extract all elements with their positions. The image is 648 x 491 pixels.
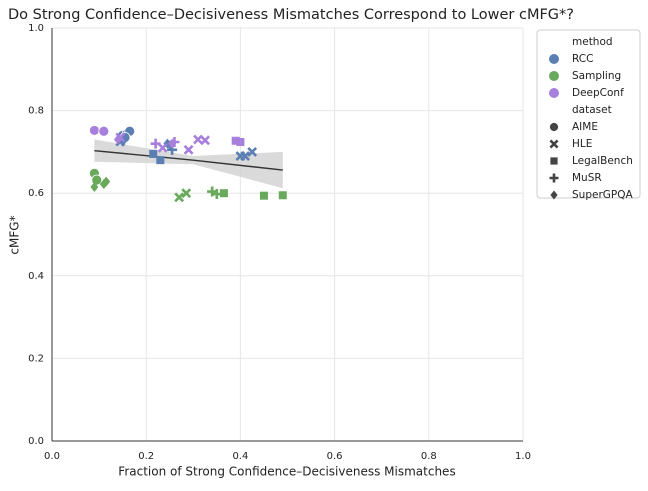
y-tick-label: 1.0 [28, 23, 44, 34]
legend-marker [549, 173, 559, 183]
point [174, 192, 185, 203]
point [247, 146, 258, 157]
point [90, 182, 99, 193]
legend-marker [549, 122, 559, 132]
legend-label: AIME [572, 121, 598, 133]
legend-title: method [572, 36, 613, 48]
point [259, 191, 268, 200]
point [99, 179, 108, 190]
point [240, 151, 251, 161]
point [88, 125, 100, 136]
x-tick-label: 0.6 [327, 451, 343, 462]
y-tick-label: 0.4 [28, 271, 44, 282]
point [200, 135, 210, 146]
legend-marker [549, 54, 559, 64]
point [183, 144, 194, 155]
point [150, 138, 161, 149]
point [211, 189, 222, 200]
point [278, 191, 287, 200]
legend-marker [549, 88, 559, 98]
point [219, 189, 228, 198]
x-tick-label: 0.2 [138, 451, 154, 462]
y-tick-label: 0.8 [28, 106, 44, 117]
legend-label: MuSR [572, 172, 602, 184]
legend-title: dataset [572, 104, 612, 116]
point [231, 136, 240, 145]
legend-label: SuperGPQA [572, 189, 633, 201]
chart-title: Do Strong Confidence–Decisiveness Mismat… [8, 7, 574, 23]
point [181, 188, 192, 199]
point [98, 125, 110, 137]
x-tick-label: 0.4 [232, 451, 248, 462]
trend-line [94, 149, 283, 171]
point [113, 134, 122, 145]
legend-label: LegalBench [572, 155, 633, 167]
legend-marker [549, 71, 559, 81]
legend-label: DeepConf [572, 87, 624, 99]
legend-label: Sampling [572, 70, 621, 82]
y-tick-label: 0.0 [28, 436, 44, 447]
y-axis-label: cMFG* [8, 215, 22, 254]
x-tick-label: 0.8 [421, 451, 437, 462]
legend-marker [550, 157, 558, 165]
point [236, 137, 245, 146]
point [149, 149, 158, 158]
y-tick-label: 0.2 [28, 353, 44, 364]
point [156, 156, 165, 165]
point [157, 142, 168, 153]
x-axis-label: Fraction of Strong Confidence–Decisivene… [118, 465, 455, 479]
legend-label: RCC [572, 53, 593, 65]
x-tick-label: 0.0 [44, 451, 60, 462]
legend-marker [549, 139, 559, 149]
legend-label: HLE [572, 138, 592, 150]
legend-box [536, 29, 641, 199]
point [168, 138, 177, 149]
y-tick-label: 0.6 [28, 188, 44, 199]
x-tick-label: 1.0 [515, 451, 531, 462]
legend-marker [550, 190, 558, 200]
confidence-band [94, 139, 283, 189]
